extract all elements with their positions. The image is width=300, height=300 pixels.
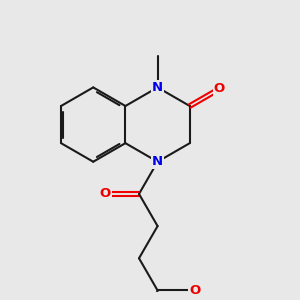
Text: N: N <box>152 81 163 94</box>
Text: O: O <box>189 284 200 297</box>
Text: N: N <box>152 155 163 168</box>
Text: O: O <box>99 188 110 200</box>
Text: O: O <box>214 82 225 95</box>
